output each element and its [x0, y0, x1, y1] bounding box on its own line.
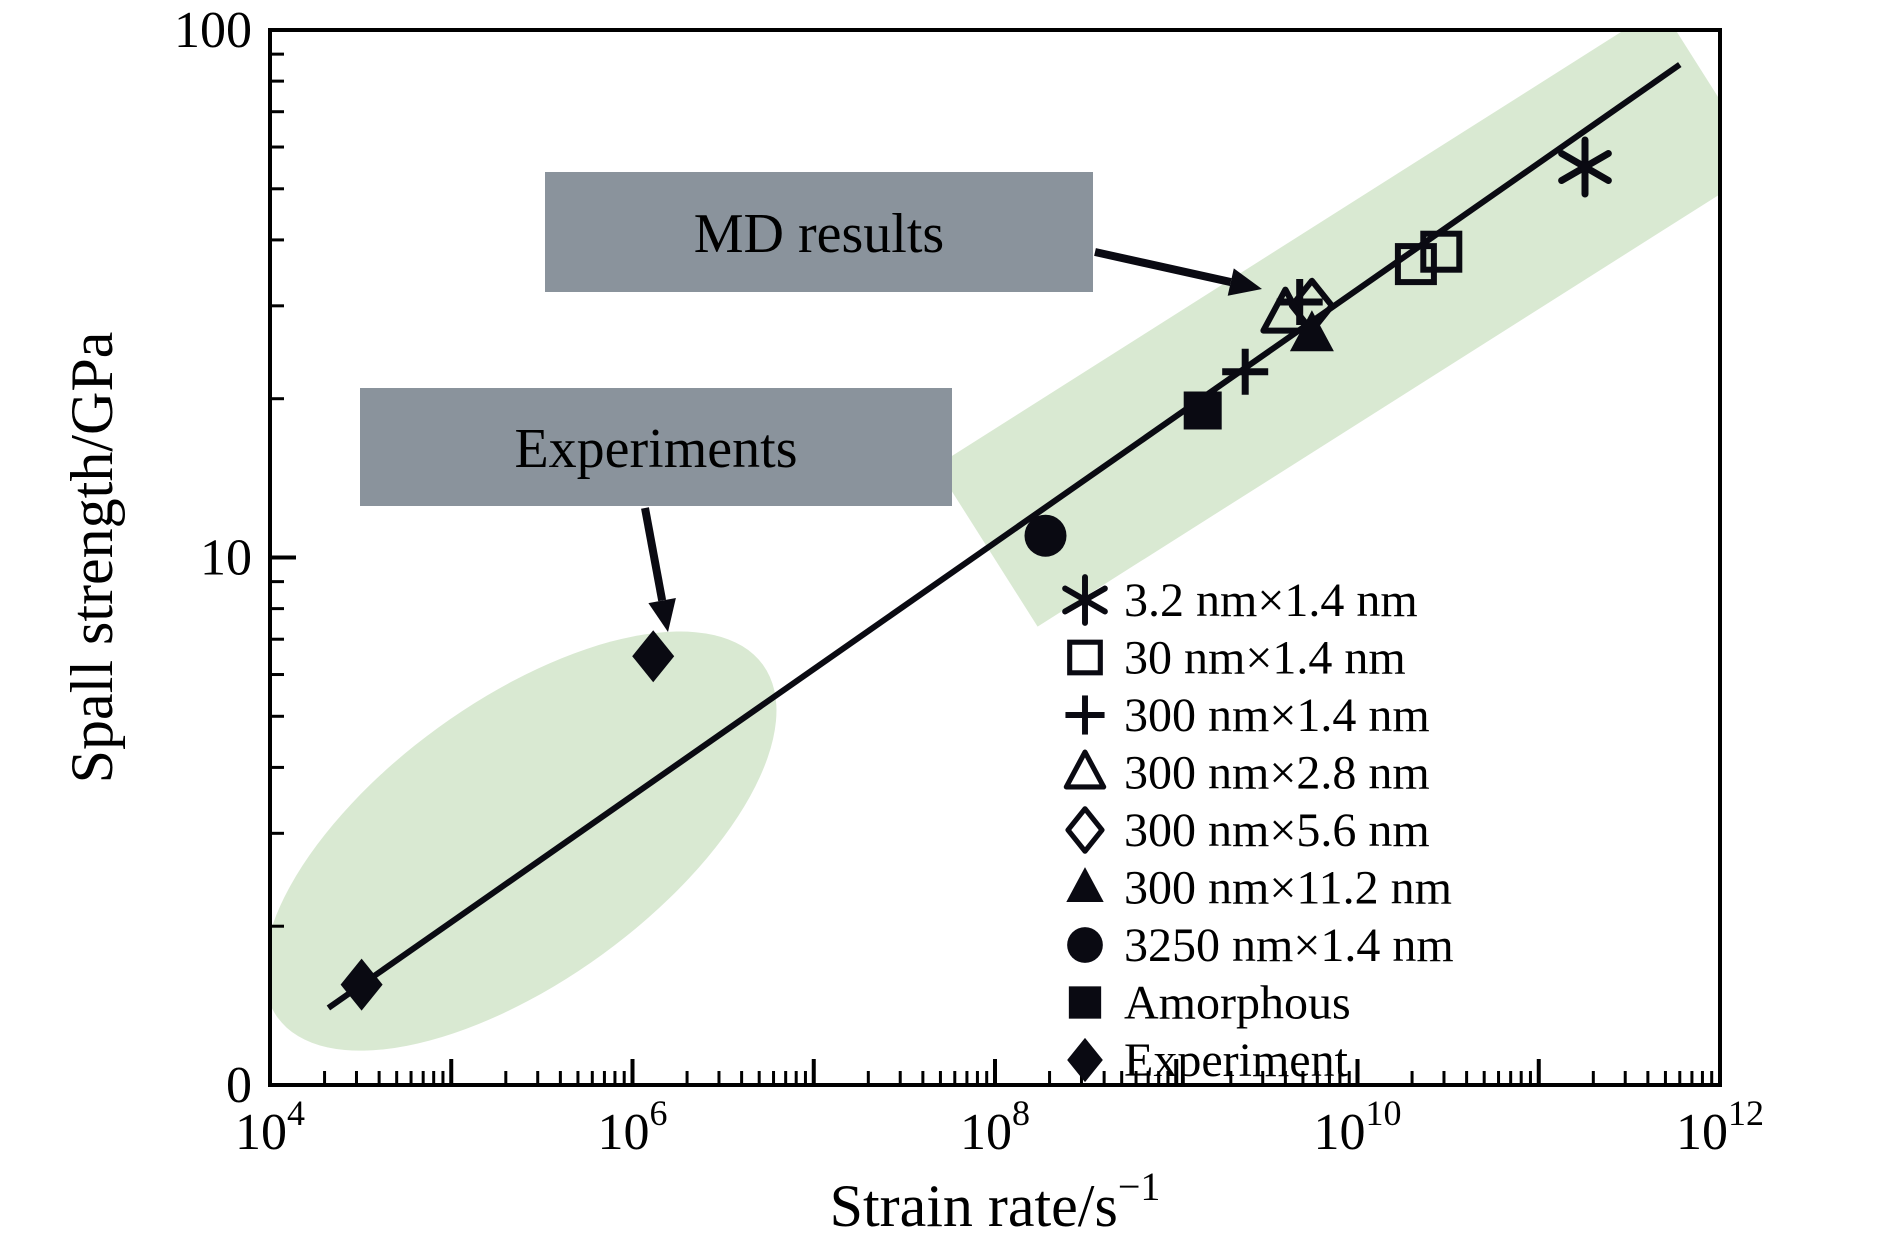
- annotation-box-experiments: [360, 388, 952, 506]
- triangle-filled-shape: [1066, 867, 1104, 902]
- asterisk-stroke: [1062, 585, 1108, 615]
- diamond-filled-shape: [632, 630, 675, 683]
- annotation-md-results: MD results: [545, 172, 1262, 296]
- data-point-circle-filled: [1024, 514, 1067, 557]
- legend-symbol-diamond-filled: [1067, 1037, 1103, 1083]
- triangle-filled-shape: [1289, 310, 1334, 352]
- trend-line: [326, 62, 1682, 1011]
- annotation-label-experiments: Experiments: [514, 418, 797, 480]
- plot-area: [272, 32, 1718, 1051]
- data-point-diamond-filled: [632, 630, 675, 683]
- legend-symbol-diamond-open: [1065, 806, 1105, 854]
- diamond-filled-shape: [1067, 1037, 1103, 1083]
- square-open-shape: [1420, 230, 1463, 273]
- legend-label: Amorphous: [1124, 977, 1351, 1030]
- annotation-label-md-results: MD results: [694, 203, 944, 265]
- diamond-open-shape: [1065, 806, 1105, 854]
- legend-entry: 300 nm×2.8 nm: [1063, 747, 1430, 800]
- data-point-square-open: [1394, 243, 1437, 286]
- annotation-arrow-experiments-head: [648, 598, 676, 632]
- asterisk-stroke: [1558, 150, 1612, 184]
- experiments-ellipse-region: [272, 631, 777, 1051]
- legend-entry: 300 nm×5.6 nm: [1065, 804, 1430, 857]
- axis-ticks: [268, 28, 1722, 1087]
- data-point-square-filled: [1183, 391, 1222, 430]
- data-point-diamond-filled: [340, 958, 383, 1011]
- square-open-shape: [1067, 639, 1103, 676]
- x-tick-label: 106: [598, 1093, 668, 1161]
- x-tick-label: 1010: [1314, 1093, 1402, 1161]
- data-points: [340, 136, 1612, 1011]
- legend-label: Experiment: [1124, 1034, 1349, 1087]
- legend-entry: Amorphous: [1068, 977, 1351, 1030]
- legend-entry: Experiment: [1067, 1034, 1349, 1087]
- legend-symbol-square-filled: [1068, 986, 1102, 1019]
- square-filled-shape: [1068, 986, 1102, 1019]
- annotation-arrow-experiments-shaft: [641, 507, 667, 602]
- legend-entry: 300 nm×11.2 nm: [1066, 862, 1452, 915]
- legend-label: 300 nm×2.8 nm: [1124, 747, 1430, 800]
- legend-label: 300 nm×1.4 nm: [1124, 689, 1430, 742]
- legend-entry: 3.2 nm×1.4 nm: [1062, 574, 1418, 627]
- y-axis-title: Spall strength/GPa: [59, 332, 125, 784]
- legend-entry: 3250 nm×1.4 nm: [1067, 919, 1454, 972]
- circle-filled-shape: [1024, 514, 1067, 557]
- legend-entry: 300 nm×1.4 nm: [1065, 689, 1430, 742]
- data-point-square-open: [1420, 230, 1463, 273]
- x-tick-label: 1012: [1676, 1093, 1764, 1161]
- triangle-open-shape: [1063, 749, 1107, 790]
- y-tick-label: 0: [226, 1057, 252, 1114]
- x-tick-label: 104: [235, 1093, 305, 1161]
- circle-filled-shape: [1067, 927, 1103, 963]
- x-axis-title: Strain rate/s−1: [830, 1164, 1161, 1239]
- data-point-triangle-filled: [1289, 310, 1334, 352]
- square-open-shape: [1394, 243, 1437, 286]
- diamond-filled-shape: [340, 958, 383, 1011]
- legend-symbol-triangle-open: [1063, 749, 1107, 790]
- annotation-arrow-md-results-head: [1227, 268, 1262, 296]
- legend-label: 3250 nm×1.4 nm: [1124, 919, 1454, 972]
- y-tick-label: 100: [174, 2, 252, 59]
- legend-symbol-triangle-filled: [1066, 867, 1104, 902]
- annotation-arrow-md-results-shaft: [1094, 248, 1232, 286]
- annotation-box-md-results: [545, 172, 1093, 292]
- y-tick-label: 10: [200, 530, 252, 587]
- square-filled-shape: [1183, 391, 1222, 430]
- legend-label: 300 nm×11.2 nm: [1124, 862, 1452, 915]
- legend-symbol-plus: [1065, 695, 1105, 735]
- legend-symbol-square-open: [1067, 639, 1103, 676]
- legend-label: 300 nm×5.6 nm: [1124, 804, 1430, 857]
- legend-symbol-circle-filled: [1067, 927, 1103, 963]
- legend-label: 30 nm×1.4 nm: [1124, 632, 1406, 685]
- data-point-plus: [1222, 348, 1269, 395]
- annotation-experiments: Experiments: [360, 388, 952, 632]
- x-tick-label: 108: [960, 1093, 1030, 1161]
- data-point-asterisk: [1558, 136, 1612, 198]
- legend-label: 3.2 nm×1.4 nm: [1124, 574, 1418, 627]
- md-results-band-region: [935, 32, 1718, 627]
- legend-entry: 30 nm×1.4 nm: [1067, 632, 1406, 685]
- legend-symbol-asterisk: [1062, 574, 1108, 626]
